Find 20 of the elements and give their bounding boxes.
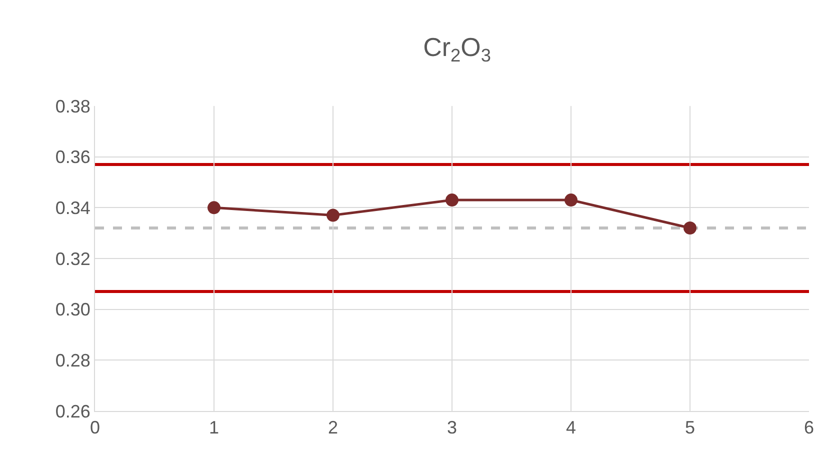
x-tick-label: 1 — [208, 418, 220, 438]
y-tick-label: 0.34 — [55, 198, 90, 218]
point — [446, 194, 458, 207]
x-tick-label: 0 — [90, 418, 100, 438]
point — [208, 201, 220, 214]
point — [564, 194, 578, 207]
x-tick-label: 5 — [684, 418, 696, 438]
x-tick-label: 3 — [446, 418, 458, 438]
chart-title: Cr$_{2}$O$_{3}$ — [423, 32, 492, 66]
y-tick-label: 0.38 — [55, 96, 90, 116]
y-tick-label: 0.30 — [55, 300, 90, 320]
y-tick-label: 0.32 — [55, 248, 90, 269]
point — [684, 222, 696, 234]
y-tick-label: 0.26 — [55, 401, 90, 422]
y-tick-label: 0.36 — [55, 147, 90, 168]
x-tick-label: 6 — [804, 418, 814, 438]
point — [326, 208, 340, 222]
x-tick-label: 4 — [566, 418, 576, 438]
x-tick-label: 2 — [328, 418, 338, 438]
y-tick-label: 0.28 — [55, 350, 90, 370]
